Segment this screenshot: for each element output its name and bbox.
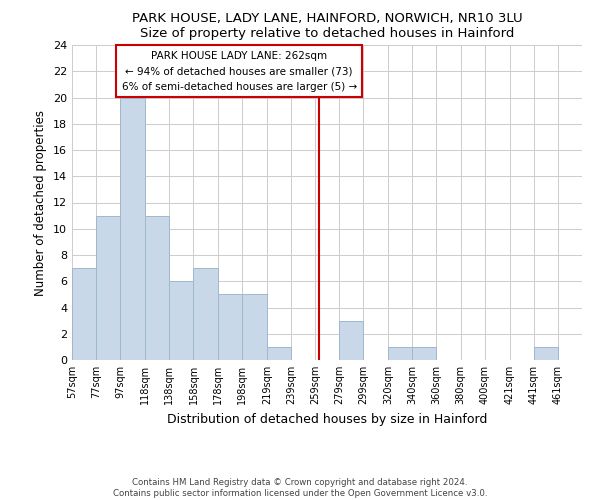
X-axis label: Distribution of detached houses by size in Hainford: Distribution of detached houses by size … bbox=[167, 412, 487, 426]
Bar bbox=[412, 347, 436, 360]
Y-axis label: Number of detached properties: Number of detached properties bbox=[34, 110, 47, 296]
Text: Contains HM Land Registry data © Crown copyright and database right 2024.
Contai: Contains HM Land Registry data © Crown c… bbox=[113, 478, 487, 498]
Bar bbox=[534, 347, 558, 360]
Bar bbox=[169, 281, 193, 360]
Bar bbox=[72, 268, 96, 360]
Bar bbox=[339, 320, 363, 360]
Bar bbox=[145, 216, 169, 360]
Bar bbox=[193, 268, 218, 360]
Bar bbox=[267, 347, 291, 360]
Bar bbox=[242, 294, 267, 360]
Bar bbox=[388, 347, 412, 360]
Bar bbox=[120, 98, 145, 360]
Bar bbox=[96, 216, 120, 360]
Text: PARK HOUSE LADY LANE: 262sqm
← 94% of detached houses are smaller (73)
6% of sem: PARK HOUSE LADY LANE: 262sqm ← 94% of de… bbox=[122, 50, 357, 92]
Bar bbox=[218, 294, 242, 360]
Title: PARK HOUSE, LADY LANE, HAINFORD, NORWICH, NR10 3LU
Size of property relative to : PARK HOUSE, LADY LANE, HAINFORD, NORWICH… bbox=[131, 12, 523, 40]
